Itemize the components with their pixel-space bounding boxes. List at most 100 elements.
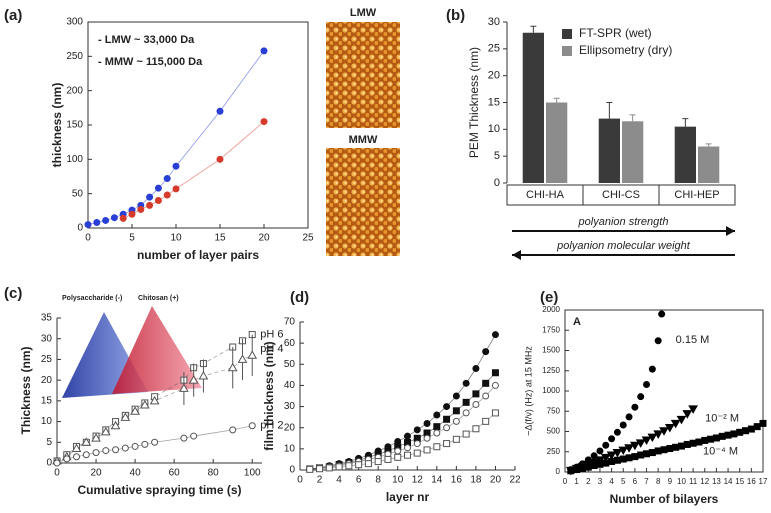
y-tick-label: 150	[66, 120, 83, 131]
x-tick-label: 22	[509, 475, 521, 486]
legend-swatch	[562, 29, 572, 39]
y-tick-label: 15	[488, 96, 500, 108]
y-tick-label: 70	[284, 317, 296, 328]
marker	[584, 463, 592, 471]
marker	[625, 454, 633, 462]
category-frame	[506, 184, 736, 206]
marker	[613, 428, 621, 436]
legend-swatch	[562, 46, 572, 56]
marker	[573, 466, 581, 474]
bar	[622, 121, 644, 183]
x-tick-label: 16	[451, 475, 463, 486]
annotation: polyanion strength	[578, 216, 669, 228]
x-tick-label: 80	[208, 468, 220, 479]
y-tick-label: 60	[284, 338, 296, 349]
marker	[658, 310, 666, 318]
x-tick-label: CHI-HA	[526, 189, 565, 201]
marker	[131, 442, 139, 450]
panel-label: (a)	[4, 7, 22, 24]
marker	[631, 403, 639, 411]
marker	[443, 415, 451, 423]
marker	[146, 201, 154, 209]
marker	[695, 438, 703, 446]
y-tick-label: 0	[77, 223, 83, 234]
marker	[654, 337, 662, 345]
panel-label: (c)	[4, 285, 22, 302]
marker	[482, 417, 490, 425]
x-tick-label: 25	[302, 233, 314, 244]
marker	[154, 184, 162, 192]
marker	[306, 465, 314, 473]
error-bar	[530, 25, 537, 33]
panel-label: (b)	[446, 7, 465, 24]
x-tick-label: 4	[609, 477, 614, 486]
marker	[119, 214, 127, 222]
marker	[163, 191, 171, 199]
y-tick-label: 35	[41, 313, 53, 324]
y-axis-title: −Δ(f/ν) (Hz) at 15 MHz	[523, 346, 533, 436]
marker	[472, 365, 480, 373]
x-tick-label: 0	[297, 475, 303, 486]
x-tick-label: 18	[470, 475, 482, 486]
marker	[643, 450, 651, 458]
marker	[93, 219, 101, 227]
x-tick-label: 8	[375, 475, 381, 486]
x-axis-title: layer nr	[386, 490, 430, 504]
inset-cone-red	[112, 306, 202, 394]
x-tick-label: 0	[85, 233, 91, 244]
marker	[325, 464, 333, 472]
marker	[345, 462, 353, 470]
legend-entry: - LMW ~ 33,000 Da	[98, 34, 195, 46]
x-tick-label: 1	[574, 477, 579, 486]
inset-label: Chitosan (+)	[138, 295, 179, 302]
y-tick-label: 40	[284, 380, 296, 391]
y-axis-title: PEM Thickness (nm)	[467, 47, 481, 158]
marker	[624, 444, 634, 453]
marker	[443, 403, 451, 411]
marker	[237, 354, 248, 363]
marker	[647, 433, 658, 443]
x-tick-label: 10	[170, 233, 182, 244]
x-tick-label: 20	[90, 468, 102, 479]
marker	[404, 444, 411, 452]
x-tick-label: 2	[586, 477, 591, 486]
x-axis-title: Number of bilayers	[610, 492, 719, 506]
marker	[602, 459, 610, 467]
marker	[413, 449, 421, 457]
inset-label: Polysaccharide (-)	[62, 295, 122, 302]
marker	[198, 370, 209, 380]
series-label: 10⁻⁴ M	[703, 445, 738, 457]
annotation: A	[573, 316, 581, 328]
y-axis-title: film thickness (nm)	[262, 341, 276, 450]
bar	[546, 102, 568, 183]
marker	[260, 118, 268, 126]
series-line	[87, 50, 265, 225]
y-tick-label: 500	[547, 427, 561, 436]
marker	[172, 185, 180, 193]
x-tick-label: 15	[735, 477, 744, 486]
marker	[462, 379, 470, 387]
x-tick-label: 6	[633, 477, 638, 486]
marker	[683, 440, 691, 448]
y-tick-label: 25	[41, 354, 53, 365]
marker	[394, 447, 402, 455]
y-tick-label: 200	[66, 85, 83, 96]
x-tick-label: 2	[317, 475, 323, 486]
series-label: pH 4	[260, 343, 283, 355]
bar	[674, 126, 696, 183]
plot-frame	[87, 21, 309, 229]
image-label: LMW	[350, 7, 377, 19]
marker	[81, 437, 92, 446]
y-tick-label: 0	[46, 458, 52, 469]
marker	[637, 451, 645, 459]
x-axis-title: Cumulative spraying time (s)	[77, 483, 241, 497]
marker	[600, 453, 611, 463]
y-tick-label: 50	[72, 188, 84, 199]
y-tick-label: 300	[66, 17, 83, 28]
image-label: MMW	[349, 134, 378, 146]
marker	[631, 453, 639, 461]
marker	[608, 457, 616, 465]
marker	[141, 440, 149, 448]
marker	[423, 419, 431, 427]
error-bar	[606, 102, 613, 119]
